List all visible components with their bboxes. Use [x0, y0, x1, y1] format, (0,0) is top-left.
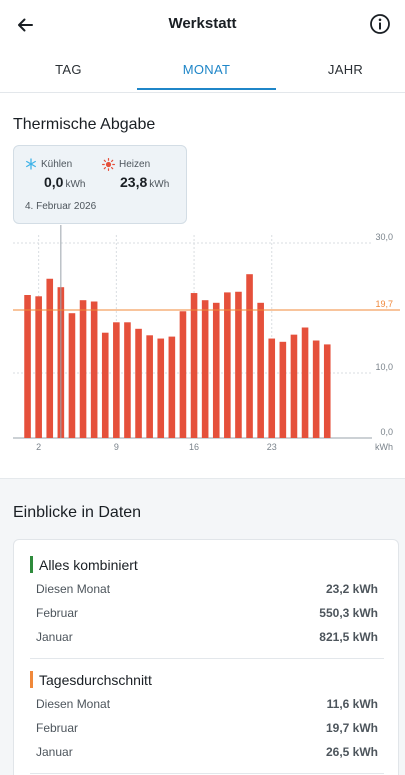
period-tabs: TAG MONAT JAHR	[0, 50, 405, 92]
tab-jahr[interactable]: JAHR	[327, 62, 364, 77]
bar	[323, 344, 331, 438]
group-title: Alles kombiniert	[39, 556, 138, 573]
bar	[90, 301, 98, 438]
insight-row: Januar 821,5 kWh	[36, 630, 378, 644]
bar	[157, 338, 165, 438]
bar	[268, 338, 276, 438]
row-value: 550,3 kWh	[319, 606, 378, 620]
bar	[168, 336, 176, 438]
average-label: 19,7	[375, 299, 393, 309]
thermal-output-chart[interactable]: 0,0 10,0 30,0 2 9 16 23 kWh 19,7	[0, 225, 405, 455]
active-tab-indicator	[137, 88, 276, 90]
insight-row: Januar 26,5 kWh	[36, 745, 378, 759]
insight-row: Februar 19,7 kWh	[36, 721, 378, 735]
tabs-divider	[0, 92, 405, 93]
row-label: Januar	[36, 630, 73, 644]
chart-title: Thermische Abgabe	[13, 116, 156, 133]
tooltip-heat-text: Heizen	[119, 159, 151, 170]
tab-tag[interactable]: TAG	[55, 62, 82, 77]
insight-row: Diesen Monat 23,2 kWh	[36, 582, 378, 596]
bar	[224, 292, 231, 438]
insights-title: Einblicke in Daten	[13, 504, 142, 521]
row-value: 19,7 kWh	[325, 721, 378, 735]
bar	[113, 322, 120, 438]
bar	[68, 313, 76, 438]
tooltip-cool-text: Kühlen	[41, 158, 73, 170]
tooltip-heat-value: 23,8 kWh	[120, 174, 169, 190]
top-bar: Werkstatt	[0, 0, 405, 50]
bar	[79, 300, 87, 438]
bar	[212, 302, 220, 438]
page-title: Werkstatt	[168, 15, 237, 32]
x-tick-label: 9	[114, 442, 119, 452]
row-value: 821,5 kWh	[319, 630, 378, 644]
row-label: Diesen Monat	[36, 697, 111, 711]
bar	[46, 278, 54, 438]
x-tick-label: 16	[189, 442, 199, 452]
insight-row: Februar 550,3 kWh	[36, 606, 378, 620]
bar	[146, 335, 153, 438]
bar	[235, 291, 242, 438]
insights-card: Alles kombiniert Diesen Monat 23,2 kWh F…	[13, 539, 399, 775]
row-label: Februar	[36, 606, 79, 620]
y-tick-label: 0,0	[380, 427, 393, 437]
bar	[135, 328, 142, 438]
x-tick-label: 23	[267, 442, 277, 452]
insight-row: Diesen Monat 11,6 kWh	[36, 697, 378, 711]
chart-tooltip: Kühlen 0,0 kWh Heizen 23,8 kWh 4. Februar …	[13, 145, 187, 224]
tooltip-cool-value: 0,0 kWh	[44, 174, 85, 190]
bar	[312, 340, 320, 438]
group-divider	[30, 773, 384, 774]
group-header-combined: Alles kombiniert	[30, 556, 138, 573]
bar	[257, 302, 264, 438]
row-value: 23,2 kWh	[325, 582, 378, 596]
bar	[279, 341, 287, 438]
bar	[35, 296, 42, 438]
row-label: Februar	[36, 721, 79, 735]
tooltip-heat-number: 23,8	[120, 174, 148, 190]
bar	[201, 300, 209, 438]
tooltip-date: 4. Februar 2026	[25, 201, 97, 212]
y-tick-label: 10,0	[375, 362, 393, 372]
bar	[179, 311, 187, 438]
tab-monat[interactable]: MONAT	[182, 62, 231, 77]
tooltip-cool-number: 0,0	[44, 174, 64, 190]
row-label: Januar	[36, 745, 73, 759]
group-header-daily-average: Tagesdurchschnitt	[30, 671, 152, 688]
info-icon[interactable]	[369, 13, 391, 35]
group-color-bar	[30, 556, 33, 573]
bar	[124, 322, 131, 438]
tooltip-heat-label: Heizen	[102, 158, 150, 171]
group-title: Tagesdurchschnitt	[39, 671, 152, 688]
tooltip-cool-unit: kWh	[65, 179, 86, 190]
bar	[290, 334, 298, 438]
sun-icon	[102, 158, 115, 171]
y-tick-label: 30,0	[375, 232, 393, 242]
bar	[301, 327, 309, 438]
x-tick-label: 2	[36, 442, 41, 452]
group-color-bar	[30, 671, 33, 688]
tooltip-cool-label: Kühlen	[25, 158, 72, 170]
arrow-left-icon	[18, 18, 33, 32]
bar	[24, 295, 31, 438]
y-unit-label: kWh	[375, 442, 393, 452]
group-divider	[30, 658, 384, 659]
bar	[101, 332, 109, 438]
bar	[246, 274, 253, 438]
row-value: 26,5 kWh	[325, 745, 378, 759]
bar	[190, 293, 198, 438]
tooltip-heat-unit: kWh	[149, 179, 170, 190]
row-label: Diesen Monat	[36, 582, 111, 596]
row-value: 11,6 kWh	[326, 697, 378, 711]
back-button[interactable]	[12, 12, 38, 38]
snowflake-icon	[26, 158, 36, 170]
